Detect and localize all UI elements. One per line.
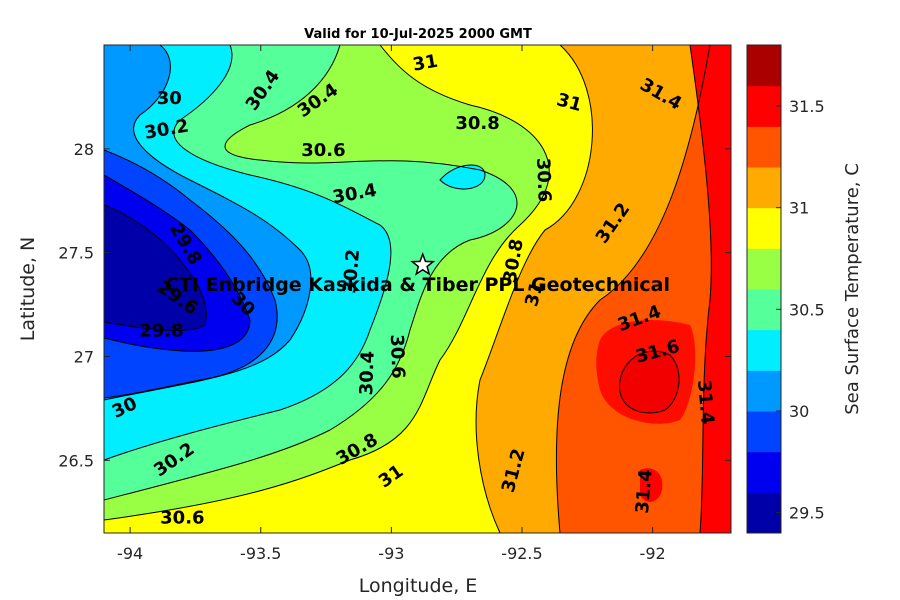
colorbar-segment: [747, 248, 781, 290]
x-tick-label: -93: [378, 544, 404, 563]
plot-frame: [103, 44, 732, 534]
contour-label: 30.6: [160, 507, 204, 528]
colorbar-segment: [747, 85, 781, 127]
colorbar-tick-label: 30.5: [789, 300, 825, 319]
band-31-5-pocket: [640, 468, 663, 502]
y-tick-label: 26.5: [58, 451, 94, 470]
colorbar-segment: [747, 167, 781, 209]
colorbar-tick-label: 31: [789, 199, 809, 218]
colorbar-tick-label: 29.5: [789, 504, 825, 523]
colorbar-segment: [747, 207, 781, 249]
x-tick-label: -92: [640, 544, 666, 563]
colorbar-segment: [747, 289, 781, 331]
x-tick-label: -93.5: [240, 544, 281, 563]
contour-label: 31: [411, 51, 439, 76]
y-tick-label: 28: [74, 140, 94, 159]
contour-label: 29.8: [139, 321, 183, 342]
colorbar-segment: [747, 451, 781, 493]
colorbar-segment: [747, 126, 781, 168]
sst-contour-field: [104, 45, 731, 533]
colorbar-segment: [747, 45, 781, 87]
site-annotation: CTI Enbridge Kaskida & Tiber PPL Geotech…: [165, 274, 670, 296]
colorbar-segment: [747, 411, 781, 453]
x-tick-label: -94: [117, 544, 143, 563]
colorbar-frame: [746, 44, 782, 534]
site-star-marker: [410, 251, 436, 276]
contour-label: 30.6: [301, 140, 345, 161]
x-axis-label: Longitude, E: [359, 575, 478, 597]
band-29-5: [104, 205, 207, 331]
contour-label: 30.6: [386, 334, 409, 379]
y-axis: 26.5 27 27.5 28: [58, 140, 731, 470]
y-axis-label: Latitude, N: [17, 237, 39, 342]
colorbar: [747, 45, 781, 534]
colorbar-segment: [747, 370, 781, 412]
contour-label: 31.4: [632, 468, 657, 514]
y-tick-label: 27: [74, 347, 94, 366]
annotation-layer: CTI Enbridge Kaskida & Tiber PPL Geotech…: [165, 251, 670, 296]
colorbar-ticks: 29.5 30 30.5 31 31.5: [776, 97, 825, 523]
chart-title: Valid for 10-Jul-2025 2000 GMT: [304, 27, 532, 42]
contour-label: 30.8: [455, 113, 499, 134]
contour-label: 30.6: [532, 157, 555, 202]
x-axis: -94 -93.5 -93 -92.5 -92: [117, 45, 666, 563]
colorbar-segment: [747, 492, 781, 534]
contour-lines: [104, 45, 712, 533]
contour-label: 30.4: [356, 351, 379, 396]
colorbar-tick-label: 30: [789, 402, 809, 421]
contour-label: 30.2: [339, 248, 364, 294]
y-tick-label: 27.5: [58, 244, 94, 263]
colorbar-segment: [747, 329, 781, 371]
contour-label: 31.4: [693, 379, 718, 425]
band-31-5-south: [596, 320, 696, 424]
x-tick-label: -92.5: [501, 544, 542, 563]
contour-label: 30: [157, 88, 182, 109]
band-31-5-east: [690, 45, 731, 533]
colorbar-tick-label: 31.5: [789, 97, 825, 116]
colorbar-label: Sea Surface Temperature, C: [842, 163, 863, 415]
